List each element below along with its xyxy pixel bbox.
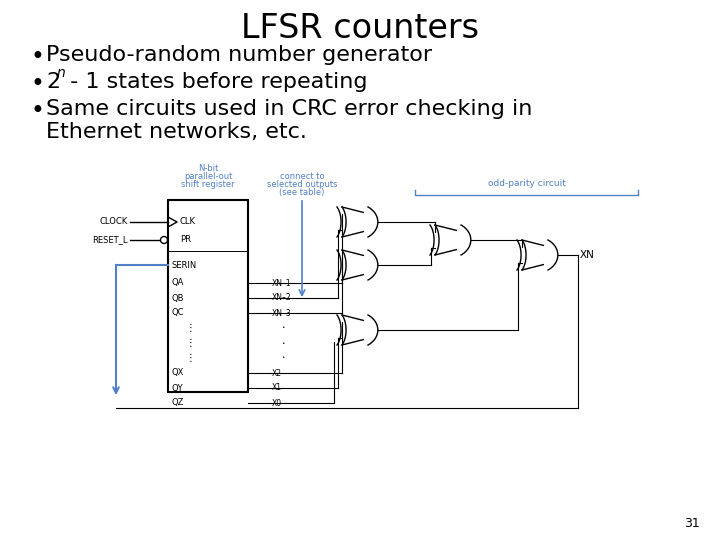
Text: •: • (30, 72, 44, 96)
Text: - 1 states before repeating: - 1 states before repeating (63, 72, 367, 92)
Text: XN–1: XN–1 (272, 279, 292, 287)
Text: •: • (282, 341, 284, 346)
Text: •: • (30, 45, 44, 69)
Text: Pseudo-random number generator: Pseudo-random number generator (46, 45, 432, 65)
Text: selected outputs: selected outputs (266, 180, 337, 189)
Text: LFSR counters: LFSR counters (241, 12, 479, 45)
Text: Same circuits used in CRC error checking in: Same circuits used in CRC error checking… (46, 99, 532, 119)
Text: connect to: connect to (279, 172, 324, 181)
Circle shape (161, 237, 168, 244)
Text: ⋮: ⋮ (185, 338, 195, 348)
Text: QB: QB (172, 294, 184, 302)
Text: odd-parity circuit: odd-parity circuit (487, 179, 565, 188)
Text: QA: QA (172, 279, 184, 287)
Text: X1: X1 (272, 383, 282, 393)
Text: n: n (57, 66, 66, 80)
Text: XN: XN (580, 250, 595, 260)
Text: X2: X2 (272, 368, 282, 377)
Text: RESET_L: RESET_L (92, 235, 128, 245)
Text: Ethernet networks, etc.: Ethernet networks, etc. (46, 122, 307, 142)
Text: QZ: QZ (172, 399, 184, 408)
Text: 31: 31 (684, 517, 700, 530)
Text: parallel-out: parallel-out (184, 172, 232, 181)
Text: QY: QY (172, 383, 184, 393)
Text: PR: PR (180, 235, 191, 245)
Text: •: • (282, 326, 284, 330)
Text: ⋮: ⋮ (185, 323, 195, 333)
Text: XN–2: XN–2 (272, 294, 292, 302)
Text: XN–3: XN–3 (272, 308, 292, 318)
Text: QC: QC (172, 308, 184, 318)
Text: CLK: CLK (180, 218, 196, 226)
Text: •: • (282, 355, 284, 361)
Text: shift register: shift register (181, 180, 235, 189)
Bar (168, 200, 248, 392)
Text: X0: X0 (272, 399, 282, 408)
Text: CLOCK: CLOCK (100, 218, 128, 226)
Text: ⋮: ⋮ (185, 353, 195, 363)
Text: (see table): (see table) (279, 188, 325, 197)
Text: 2: 2 (46, 72, 60, 92)
Text: QX: QX (172, 368, 184, 377)
Text: •: • (30, 99, 44, 123)
Text: N-bit: N-bit (198, 164, 218, 173)
Text: SERIN: SERIN (172, 260, 197, 269)
